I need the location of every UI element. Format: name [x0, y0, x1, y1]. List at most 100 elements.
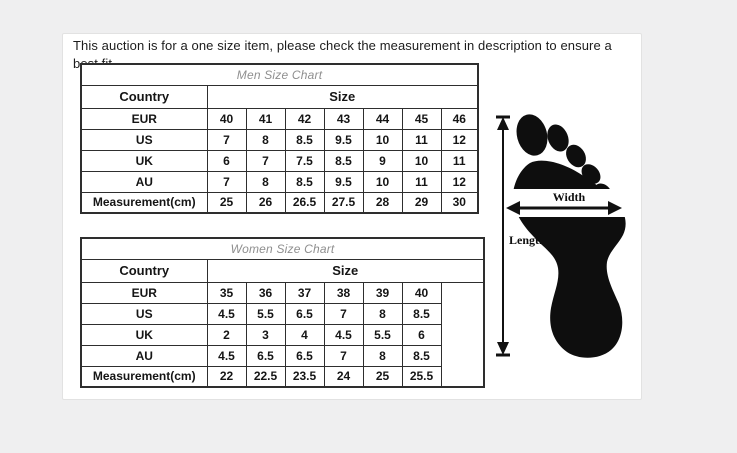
size-cell: 6.5 — [245, 344, 286, 367]
size-cell: 25 — [206, 191, 247, 214]
table-row: Women Size Chart — [80, 237, 485, 260]
size-cell: 12 — [440, 170, 479, 193]
row-label-cell: US — [80, 128, 208, 151]
women-size-chart-table: Women Size Chart Country Size EUR 35 36 … — [80, 237, 486, 388]
table-row: Country Size — [80, 258, 485, 283]
empty-spacer-cell — [440, 281, 485, 388]
size-cell: 8 — [362, 344, 403, 367]
country-header: Country — [80, 84, 208, 109]
size-cell: 26.5 — [284, 191, 325, 214]
size-cell: 36 — [245, 281, 286, 304]
size-header: Size — [206, 258, 485, 283]
size-cell: 8 — [362, 302, 403, 325]
men-size-chart-table: Men Size Chart Country Size EUR 40 41 42… — [80, 63, 479, 214]
size-cell: 8 — [245, 170, 286, 193]
size-cell: 44 — [362, 107, 403, 130]
table-row: Measurement(cm) 22 22.5 23.5 24 25 25.5 — [80, 365, 484, 388]
row-label-cell: AU — [80, 344, 208, 367]
size-cell: 11 — [440, 149, 479, 172]
size-cell: 38 — [323, 281, 364, 304]
size-cell: 26 — [245, 191, 286, 214]
table-row: AU 4.5 6.5 6.5 7 8 8.5 — [80, 344, 484, 367]
women-chart-title: Women Size Chart — [80, 237, 485, 260]
size-cell: 45 — [401, 107, 442, 130]
table-row: UK 2 3 4 4.5 5.5 6 — [80, 323, 484, 346]
size-cell: 40 — [401, 281, 442, 304]
size-cell: 3 — [245, 323, 286, 346]
size-cell: 4.5 — [206, 302, 247, 325]
table-row: EUR 35 36 37 38 39 40 — [80, 281, 485, 388]
size-cell: 4.5 — [206, 344, 247, 367]
table-row: US 7 8 8.5 9.5 10 11 12 — [80, 128, 479, 151]
size-cell: 28 — [362, 191, 403, 214]
size-cell: 7.5 — [284, 149, 325, 172]
size-cell: 46 — [440, 107, 479, 130]
size-cell: 9 — [362, 149, 403, 172]
size-cell: 4 — [284, 323, 325, 346]
size-cell: 23.5 — [284, 365, 325, 388]
table-row: Measurement(cm) 25 26 26.5 27.5 28 29 30 — [80, 191, 479, 214]
size-cell: 10 — [401, 149, 442, 172]
row-label-cell: US — [80, 302, 208, 325]
row-label-cell: Measurement(cm) — [80, 191, 208, 214]
size-cell: 6 — [206, 149, 247, 172]
size-cell: 7 — [323, 344, 364, 367]
size-cell: 8.5 — [401, 302, 442, 325]
table-row: Men Size Chart — [80, 63, 479, 86]
row-label-cell: EUR — [80, 281, 208, 304]
size-cell: 25.5 — [401, 365, 442, 388]
size-cell: 4.5 — [323, 323, 364, 346]
size-cell: 27.5 — [323, 191, 364, 214]
size-cell: 9.5 — [323, 170, 364, 193]
size-cell: 10 — [362, 128, 403, 151]
country-header: Country — [80, 258, 208, 283]
size-cell: 7 — [245, 149, 286, 172]
width-arrow-icon — [506, 201, 622, 215]
size-cell: 5.5 — [245, 302, 286, 325]
size-cell: 6 — [401, 323, 442, 346]
size-cell: 2 — [206, 323, 247, 346]
size-cell: 8.5 — [284, 128, 325, 151]
listing-image-card: This auction is for a one size item, ple… — [62, 33, 642, 400]
size-cell: 41 — [245, 107, 286, 130]
foot-measurement-diagram: Width Length — [496, 105, 646, 367]
length-arrow-icon — [496, 115, 510, 357]
size-cell: 8 — [245, 128, 286, 151]
size-cell: 24 — [323, 365, 364, 388]
size-cell: 8.5 — [401, 344, 442, 367]
size-cell: 40 — [206, 107, 247, 130]
size-cell: 11 — [401, 170, 442, 193]
size-cell: 7 — [206, 170, 247, 193]
size-cell: 7 — [323, 302, 364, 325]
size-cell: 35 — [206, 281, 247, 304]
size-cell: 22.5 — [245, 365, 286, 388]
size-cell: 25 — [362, 365, 403, 388]
men-chart-title: Men Size Chart — [80, 63, 479, 86]
size-cell: 7 — [206, 128, 247, 151]
size-cell: 12 — [440, 128, 479, 151]
size-cell: 37 — [284, 281, 325, 304]
table-row: Country Size — [80, 84, 479, 109]
table-row: AU 7 8 8.5 9.5 10 11 12 — [80, 170, 479, 193]
width-label: Width — [553, 190, 586, 204]
size-cell: 8.5 — [284, 170, 325, 193]
size-cell: 5.5 — [362, 323, 403, 346]
size-cell: 43 — [323, 107, 364, 130]
size-cell: 6.5 — [284, 302, 325, 325]
size-cell: 30 — [440, 191, 479, 214]
row-label-cell: EUR — [80, 107, 208, 130]
size-cell: 8.5 — [323, 149, 364, 172]
row-label-cell: Measurement(cm) — [80, 365, 208, 388]
table-row: US 4.5 5.5 6.5 7 8 8.5 — [80, 302, 484, 325]
length-label: Length — [509, 233, 546, 247]
row-label-cell: AU — [80, 170, 208, 193]
row-label-cell: UK — [80, 323, 208, 346]
size-cell: 11 — [401, 128, 442, 151]
size-cell: 10 — [362, 170, 403, 193]
table-row: EUR 40 41 42 43 44 45 46 — [80, 107, 479, 130]
table-row: UK 6 7 7.5 8.5 9 10 11 — [80, 149, 479, 172]
size-header: Size — [206, 84, 479, 109]
row-label-cell: UK — [80, 149, 208, 172]
size-cell: 6.5 — [284, 344, 325, 367]
